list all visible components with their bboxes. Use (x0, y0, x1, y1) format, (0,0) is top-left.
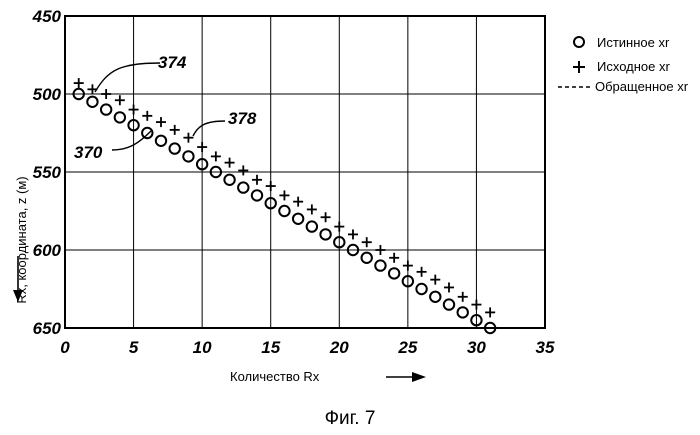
data-point-initial-xr (238, 165, 248, 175)
x-tick-label: 35 (536, 338, 555, 357)
x-tick-label: 25 (397, 338, 417, 357)
y-tick-label: 500 (33, 85, 62, 104)
data-point-true-xr (101, 104, 111, 114)
data-point-initial-xr (197, 142, 207, 152)
data-point-true-xr (307, 221, 317, 231)
data-point-initial-xr (101, 89, 111, 99)
data-point-true-xr (156, 136, 166, 146)
annotation-374: 374 (95, 53, 187, 92)
y-tick-label: 650 (33, 319, 62, 338)
data-point-true-xr (444, 299, 454, 309)
legend: Истинное xr Исходное xr Обращенное xr (558, 35, 689, 94)
x-axis-arrow-icon (386, 372, 426, 382)
x-tick-labels: 0 5 10 15 20 25 30 35 (60, 338, 555, 357)
data-point-initial-xr (334, 222, 344, 232)
x-axis-label: Количество Rx (230, 369, 320, 384)
data-point-initial-xr (156, 117, 166, 127)
y-tick-label: 600 (33, 241, 62, 260)
data-point-initial-xr (430, 275, 440, 285)
ref-label-374: 374 (158, 53, 187, 72)
legend-entry-true-xr: Истинное xr (574, 35, 670, 50)
legend-entry-inverted-xr: Обращенное xr (558, 79, 689, 94)
y-tick-label: 550 (33, 163, 62, 182)
data-point-initial-xr (403, 261, 413, 271)
data-point-initial-xr (458, 292, 468, 302)
data-point-initial-xr (389, 253, 399, 263)
data-point-initial-xr (74, 78, 84, 88)
legend-entry-initial-xr: Исходное xr (573, 59, 670, 74)
plot-grid (65, 16, 545, 328)
data-point-initial-xr (115, 95, 125, 105)
data-point-initial-xr (362, 237, 372, 247)
ref-label-370: 370 (74, 143, 103, 162)
data-point-true-xr (375, 260, 385, 270)
data-point-initial-xr (211, 151, 221, 161)
x-tick-label: 5 (129, 338, 139, 357)
data-point-initial-xr (485, 307, 495, 317)
data-point-initial-xr (471, 300, 481, 310)
data-point-true-xr (458, 307, 468, 317)
data-point-true-xr (430, 292, 440, 302)
legend-label-true-xr: Истинное xr (597, 35, 670, 50)
data-point-true-xr (252, 190, 262, 200)
legend-plus-icon (573, 61, 585, 73)
data-point-initial-xr (417, 267, 427, 277)
ref-label-378: 378 (228, 109, 257, 128)
data-point-true-xr (183, 151, 193, 161)
data-point-true-xr (115, 112, 125, 122)
data-point-true-xr (362, 253, 372, 263)
y-axis-label: Rx, координата, z (м) (14, 176, 29, 303)
data-point-true-xr (389, 268, 399, 278)
data-point-initial-xr (279, 190, 289, 200)
series-true-xr (74, 89, 496, 333)
data-point-true-xr (224, 175, 234, 185)
figure-caption: Фиг. 7 (325, 408, 376, 429)
series-initial-xr (74, 78, 495, 317)
data-point-initial-xr (293, 197, 303, 207)
data-point-initial-xr (266, 181, 276, 191)
legend-label-initial-xr: Исходное xr (597, 59, 670, 74)
x-tick-label: 0 (60, 338, 70, 357)
data-point-initial-xr (225, 158, 235, 168)
x-tick-label: 10 (193, 338, 212, 357)
x-tick-label: 30 (467, 338, 486, 357)
data-point-true-xr (279, 206, 289, 216)
data-point-initial-xr (252, 175, 262, 185)
data-point-initial-xr (444, 282, 454, 292)
data-point-initial-xr (375, 245, 385, 255)
data-point-initial-xr (307, 204, 317, 214)
data-point-true-xr (320, 229, 330, 239)
data-point-true-xr (293, 214, 303, 224)
data-point-true-xr (87, 97, 97, 107)
leader-line-378 (193, 121, 225, 136)
data-point-initial-xr (348, 229, 358, 239)
leader-line-370 (112, 131, 151, 150)
leader-line-374 (95, 63, 160, 92)
data-point-true-xr (142, 128, 152, 138)
data-point-initial-xr (129, 105, 139, 115)
y-tick-labels: 450 500 550 600 650 (32, 7, 62, 338)
x-tick-label: 15 (261, 338, 280, 357)
legend-circle-icon (574, 37, 584, 47)
data-point-true-xr (416, 284, 426, 294)
data-point-true-xr (170, 143, 180, 153)
data-point-initial-xr (183, 133, 193, 143)
data-point-true-xr (238, 182, 248, 192)
y-tick-label: 450 (32, 7, 62, 26)
data-point-initial-xr (170, 125, 180, 135)
x-tick-label: 20 (329, 338, 349, 357)
data-point-initial-xr (142, 111, 152, 121)
data-point-initial-xr (321, 212, 331, 222)
legend-label-inverted-xr: Обращенное xr (595, 79, 689, 94)
annotation-370: 370 (74, 131, 151, 162)
